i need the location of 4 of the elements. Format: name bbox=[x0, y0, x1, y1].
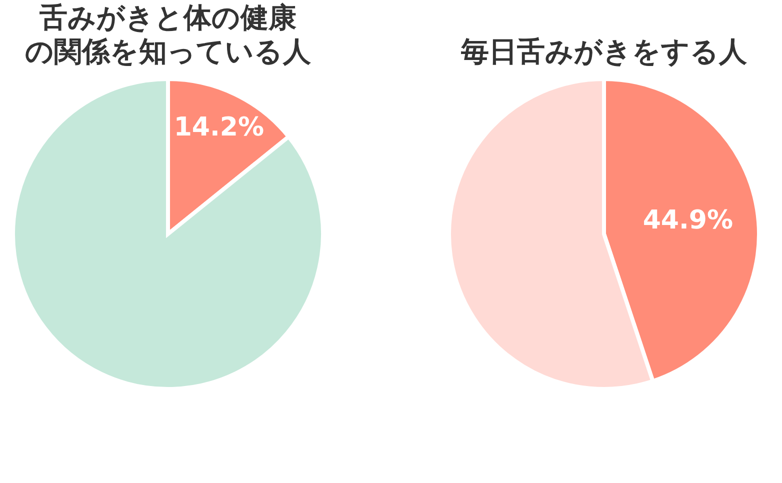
data-label: 14.2% bbox=[174, 112, 264, 143]
chart-title: 毎日舌みがきをする人 bbox=[460, 35, 748, 68]
chart-title: 舌みがきと体の健康の関係を知っている人 bbox=[25, 1, 312, 68]
data-label: 44.9% bbox=[642, 205, 734, 236]
